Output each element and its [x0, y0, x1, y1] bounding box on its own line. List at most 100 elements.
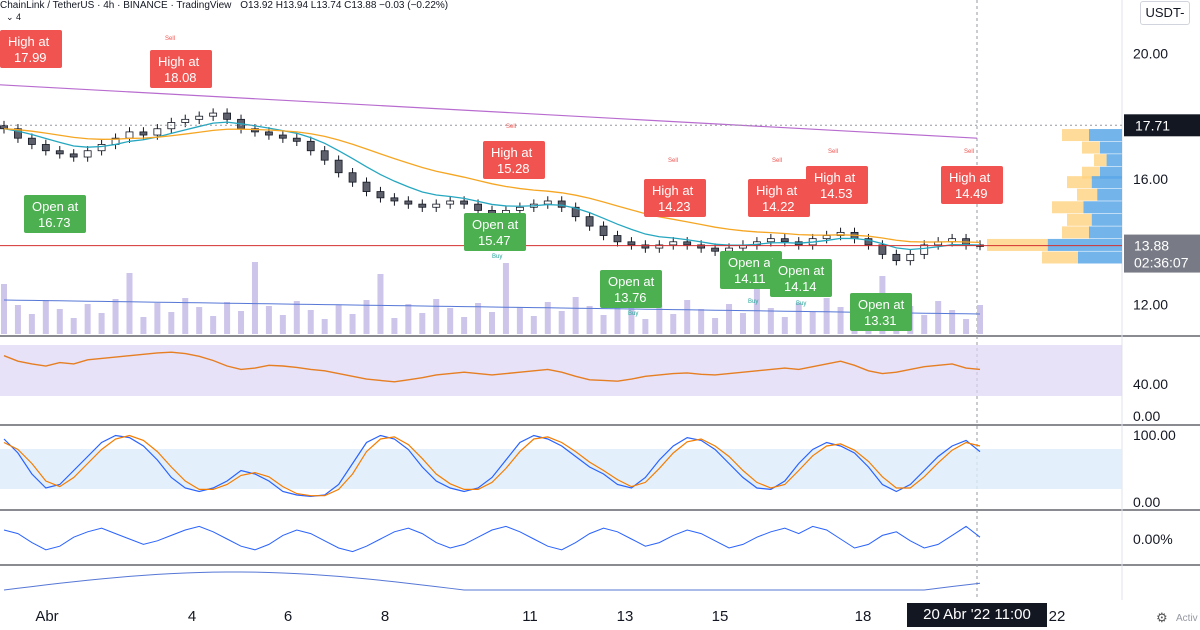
volume-bar: [28, 314, 35, 334]
activate-watermark: Activ: [1176, 613, 1198, 624]
annotation-value: 14.22: [762, 199, 795, 214]
signal-label: Buy: [628, 311, 638, 317]
annotation-box: [644, 179, 706, 217]
annotation-line: Open at: [778, 263, 825, 278]
ohlc-readout: O13.92 H13.94 L13.74 C13.88 −0.03 (−0.22…: [240, 0, 449, 11]
volume-profile-bar: [1097, 188, 1122, 201]
volume-profile-bar: [1089, 226, 1122, 239]
x-tick-label: 13: [617, 608, 634, 625]
volume-profile-bar: [1052, 201, 1084, 214]
symbol-label[interactable]: ChainLink / TetherUS · 4h · BINANCE · Tr…: [0, 0, 232, 11]
volume-bar: [475, 303, 482, 334]
annotation-value: 17.99: [14, 50, 47, 65]
volume-profile-bar: [987, 238, 1048, 251]
volume-bar: [154, 303, 161, 334]
volume-bar: [335, 305, 342, 334]
volume-bar: [837, 307, 844, 334]
volume-profile-bar: [1082, 166, 1100, 179]
volume-bar: [572, 297, 579, 334]
annotation-value: 15.47: [478, 233, 511, 248]
price-tick-label: 20.00: [1133, 45, 1168, 61]
volume-bar: [251, 262, 258, 334]
annotation-box: [806, 166, 868, 204]
candle-body: [55, 150, 64, 155]
currency-button[interactable]: USDT-: [1140, 1, 1190, 25]
volume-profile-bar: [1062, 129, 1089, 142]
collapse-toggle[interactable]: ⌄ 4: [6, 12, 22, 22]
volume-profile-bar: [1100, 141, 1122, 154]
candle-body: [278, 134, 287, 139]
signal-label: Buy: [492, 254, 502, 260]
volume-bar: [112, 299, 119, 334]
volume-bar: [307, 310, 314, 334]
candle-body: [83, 150, 92, 158]
signal-label: Sell: [4, 36, 14, 42]
candle-body: [446, 200, 455, 205]
volume-bar: [684, 300, 691, 334]
volume-bar: [600, 315, 607, 334]
candle-body: [139, 131, 148, 136]
x-tick-label: 15: [712, 608, 729, 625]
annotation-line: Open at: [608, 274, 655, 289]
volume-profile-bar: [1047, 238, 1122, 251]
candle-body: [209, 112, 218, 117]
gear-icon[interactable]: ⚙: [1156, 610, 1168, 625]
volume-bar: [656, 305, 663, 334]
volume-profile-bar: [1094, 154, 1107, 167]
candle-body: [432, 203, 441, 208]
annotation-line: Open at: [32, 199, 79, 214]
candle-body: [223, 112, 231, 120]
annotation-box: [748, 179, 810, 217]
candle-body: [711, 247, 719, 252]
volume-profile-bar: [1077, 188, 1098, 201]
annotation-value: 15.28: [497, 161, 530, 176]
volume-profile-bar: [1082, 141, 1100, 154]
volume-profile-bar: [1100, 166, 1122, 179]
volume-bar: [363, 300, 370, 334]
volume-bar: [642, 319, 649, 334]
volume-bar: [391, 318, 398, 334]
annotation-value: 13.76: [614, 290, 647, 305]
rsi-line: [3, 351, 981, 383]
volume-bar: [586, 306, 593, 334]
price-label-box: [1124, 114, 1200, 137]
candle-body: [878, 244, 887, 255]
stoch-tick-label: 100.00: [1133, 427, 1176, 443]
volume-bar: [279, 315, 286, 334]
volume-profile-bar: [1078, 251, 1122, 264]
annotation-line: High at: [949, 170, 991, 185]
volume-bar: [726, 304, 733, 334]
annotation-line: Open at: [728, 255, 775, 270]
annotation-line: High at: [491, 145, 533, 160]
candle-body: [69, 153, 78, 158]
volume-profile-bar: [1091, 213, 1122, 226]
x-tick-label: Abr: [35, 608, 58, 625]
candle-body: [251, 128, 259, 133]
bottom-indicator-line: [3, 571, 981, 591]
candle-body: [669, 241, 678, 246]
candle-body: [920, 244, 929, 255]
candle-body: [515, 206, 524, 211]
candle-body: [97, 144, 106, 152]
stoch-k-line: [3, 434, 981, 498]
annotation-value: 16.73: [38, 215, 71, 230]
x-tick-label: 6: [284, 608, 292, 625]
annotation-value: 18.08: [164, 70, 197, 85]
signal-label: Sell: [828, 149, 838, 155]
volume-bar: [405, 304, 412, 334]
volume-bar: [377, 274, 384, 334]
candle-body: [627, 241, 636, 246]
volume-bar: [670, 314, 677, 334]
volume-bar: [795, 303, 802, 334]
volume-bar: [210, 316, 217, 334]
volume-profile-bar: [1062, 226, 1089, 239]
candle-body: [195, 115, 204, 120]
candle-body: [585, 216, 594, 227]
annotation-value: 14.53: [820, 186, 853, 201]
candle-body: [766, 238, 775, 243]
volume-bar: [140, 317, 147, 334]
chart-header: ChainLink / TetherUS · 4h · BINANCE · Tr…: [0, 0, 454, 14]
price-tick-label: 12.00: [1133, 297, 1168, 313]
volume-profile-bar: [1042, 251, 1078, 264]
